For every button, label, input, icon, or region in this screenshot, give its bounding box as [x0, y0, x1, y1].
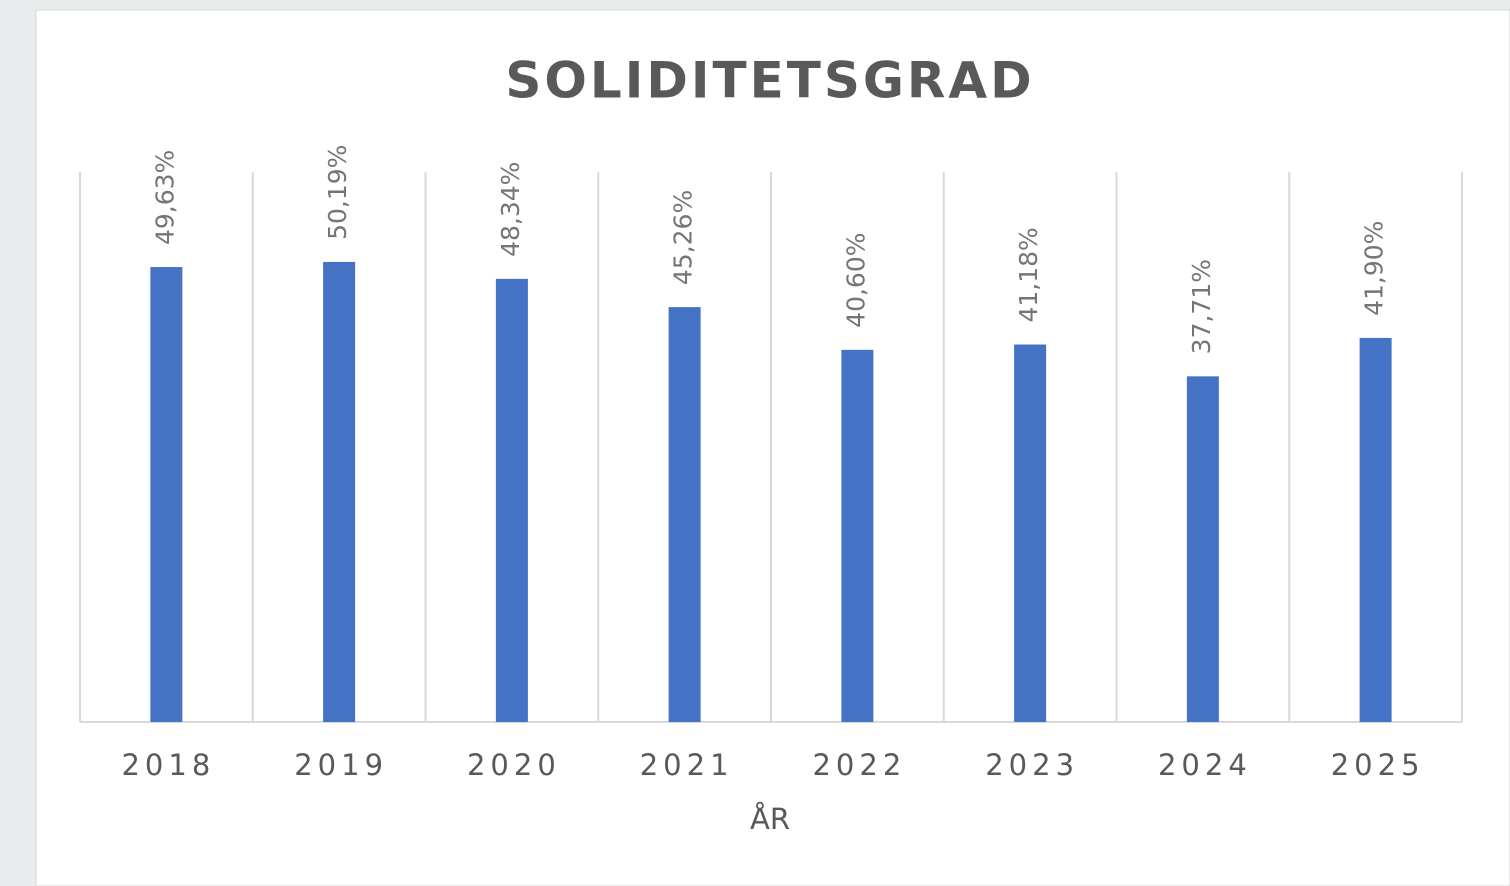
value-label: 49,63%: [150, 150, 179, 245]
value-label: 41,18%: [1014, 227, 1043, 322]
chart-card: [35, 9, 1510, 886]
x-tick-label: 2025: [1331, 748, 1425, 782]
bar: [1186, 376, 1219, 722]
value-label: 48,34%: [496, 162, 525, 257]
bar: [668, 307, 701, 722]
x-tick-label: 2018: [121, 748, 215, 782]
value-label: 37,71%: [1187, 259, 1216, 354]
bar: [495, 278, 528, 722]
x-tick-label: 2021: [640, 748, 734, 782]
x-axis-label: ÅR: [750, 802, 790, 836]
chart-title: SOLIDITETSGRAD: [505, 52, 1034, 110]
value-label: 40,60%: [841, 233, 870, 328]
value-label: 50,19%: [323, 145, 352, 240]
x-tick-label: 2022: [812, 748, 906, 782]
value-label: 41,90%: [1360, 221, 1389, 316]
bar: [841, 349, 874, 722]
x-tick-label: 2024: [1158, 748, 1252, 782]
bar: [323, 261, 356, 722]
x-tick-label: 2023: [985, 748, 1079, 782]
bar: [150, 267, 183, 722]
x-tick-label: 2020: [467, 748, 561, 782]
x-tick-label: 2019: [294, 748, 388, 782]
value-label: 45,26%: [669, 190, 698, 285]
bar: [1359, 337, 1392, 722]
bar: [1014, 344, 1047, 722]
